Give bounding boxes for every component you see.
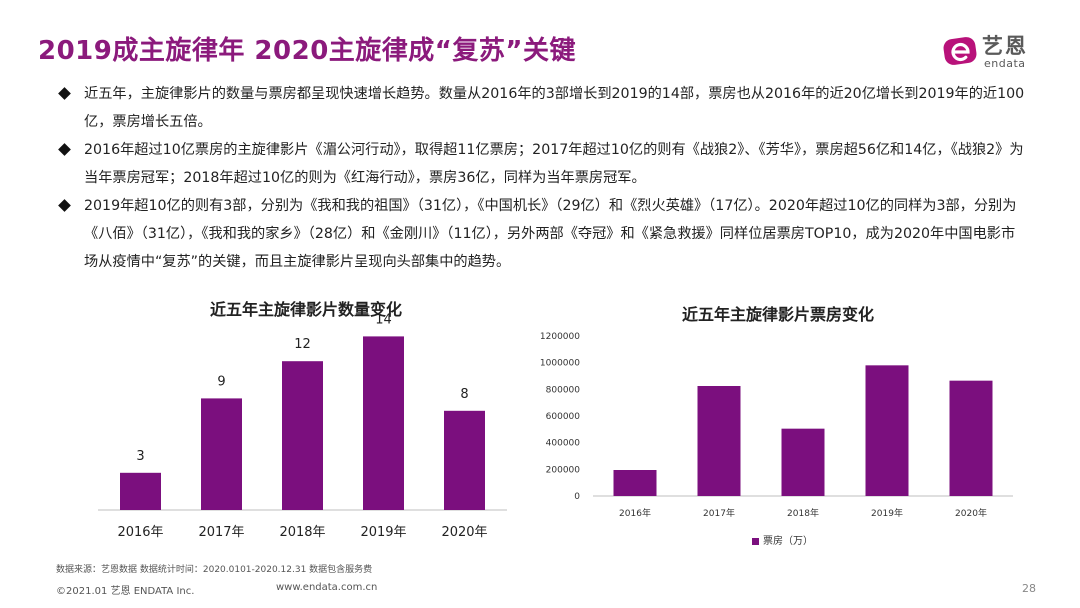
y-tick-label: 600000: [546, 412, 581, 422]
diamond-bullet-icon: [58, 143, 71, 156]
bullet-text: 2016年超过10亿票房的主旋律影片《湄公河行动》，取得超11亿票房；2017年…: [84, 142, 1024, 186]
website-link[interactable]: www.endata.com.cn: [276, 582, 378, 593]
bullet-item: 2016年超过10亿票房的主旋律影片《湄公河行动》，取得超11亿票房；2017年…: [58, 136, 1028, 192]
bullet-item: 2019年超10亿的则有3部，分别为《我和我的祖国》（31亿），《中国机长》（2…: [58, 192, 1028, 276]
bar: [201, 398, 242, 510]
count-chart-title: 近五年主旋律影片数量变化: [210, 300, 403, 319]
bar: [697, 386, 741, 496]
logo-text-en: endata: [984, 57, 1026, 70]
bar: [444, 410, 485, 510]
y-tick-label: 800000: [546, 385, 581, 395]
x-tick-label: 2020年: [441, 525, 487, 540]
y-tick-label: 400000: [546, 439, 581, 449]
x-tick-label: 2017年: [198, 525, 244, 540]
x-tick-label: 2017年: [703, 507, 735, 519]
y-tick-label: 200000: [546, 465, 581, 475]
data-label: 14: [375, 312, 392, 327]
endata-logo-icon: [943, 37, 977, 65]
bar: [282, 361, 323, 510]
bar: [865, 365, 909, 496]
bar: [781, 428, 825, 496]
bar: [363, 336, 404, 510]
diamond-bullet-icon: [58, 87, 71, 100]
bar: [613, 470, 657, 496]
data-label: 12: [294, 337, 311, 352]
x-tick-label: 2019年: [360, 525, 406, 540]
page-number: 28: [1022, 582, 1036, 595]
bullet-text: 2019年超10亿的则有3部，分别为《我和我的祖国》（31亿），《中国机长》（2…: [84, 198, 1017, 270]
data-label: 3: [136, 449, 144, 464]
x-tick-label: 2020年: [955, 507, 987, 519]
legend-swatch: [752, 537, 759, 545]
boxoffice-legend: 票房（万）: [752, 532, 813, 547]
logo-text-cn: 艺恩: [982, 34, 1028, 58]
data-source-note: 数据来源：艺恩数据 数据统计时间：2020.0101-2020.12.31 数据…: [56, 565, 373, 575]
y-tick-label: 1000000: [540, 359, 580, 369]
x-tick-label: 2018年: [279, 525, 325, 540]
boxoffice-chart-title: 近五年主旋律影片票房变化: [682, 305, 875, 324]
x-tick-label: 2016年: [619, 507, 651, 519]
page-title: 2019成主旋律年 2020主旋律成“复苏”关键: [38, 36, 576, 66]
x-tick-label: 2019年: [871, 507, 903, 519]
x-tick-label: 2018年: [787, 507, 819, 519]
legend-label: 票房（万）: [763, 536, 813, 547]
bullet-item: 近五年，主旋律影片的数量与票房都呈现快速增长趋势。数量从2016年的3部增长到2…: [58, 80, 1028, 136]
count-bar-chart: 3 2016年 9 2017年 12 2018年 14 2019年 8 2020年: [98, 312, 507, 540]
bar: [120, 472, 161, 510]
y-tick-label: 1200000: [540, 332, 580, 342]
bullet-text: 近五年，主旋律影片的数量与票房都呈现快速增长趋势。数量从2016年的3部增长到2…: [84, 86, 1025, 130]
x-tick-label: 2016年: [117, 525, 163, 540]
y-tick-label: 0: [574, 492, 580, 502]
copyright-text: ©2021.01 艺恩 ENDATA Inc.: [56, 586, 195, 597]
boxoffice-bar-chart: 0 200000 400000 600000 800000 1000000 1200000 2…: [540, 332, 1013, 519]
bullet-list: 近五年，主旋律影片的数量与票房都呈现快速增长趋势。数量从2016年的3部增长到2…: [58, 80, 1028, 276]
data-label: 8: [460, 387, 468, 402]
data-label: 9: [217, 374, 225, 389]
brand-logo: 艺恩 endata: [942, 30, 1047, 76]
bar: [949, 380, 993, 496]
diamond-bullet-icon: [58, 199, 71, 212]
